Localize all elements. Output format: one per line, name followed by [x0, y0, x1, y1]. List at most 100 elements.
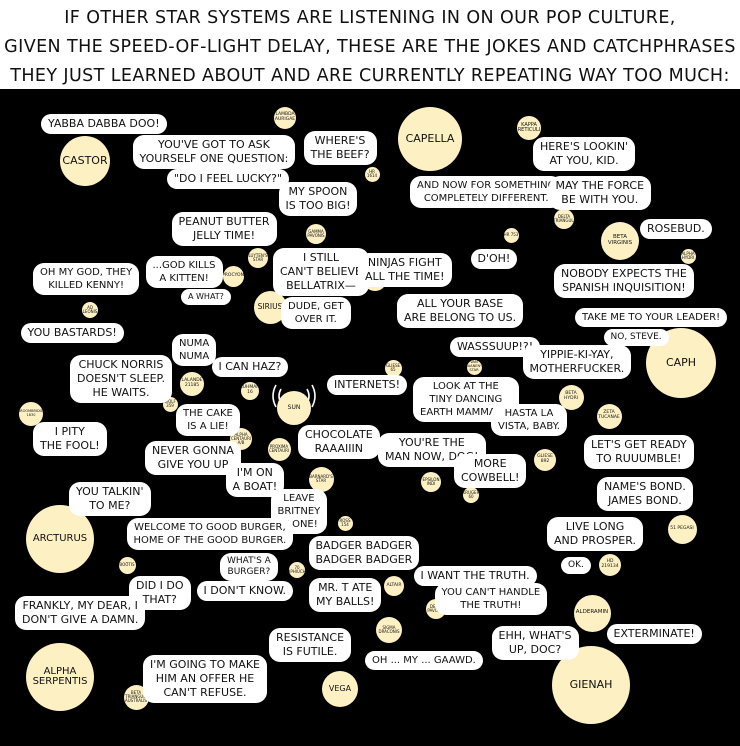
quote-line: yourself one question:: [139, 152, 289, 165]
quote-line: jelly time!: [193, 229, 256, 242]
quote-line: Ehh, what's: [498, 629, 572, 642]
quote-line: Where's: [314, 134, 366, 147]
quote-bubble-badger: Badger Badger Badger Badger: [308, 536, 420, 570]
quote-bubble-all-your-base: All your base are belong to us.: [397, 294, 524, 328]
quote-line: Britney: [277, 505, 321, 517]
quote-line: home of the Good Burger.: [133, 535, 287, 546]
quote-bubble-mr-t-balls: Mr. T ate my balls!: [309, 578, 382, 612]
quote-bubble-hasta-la-vista: Hasta la vista, baby.: [491, 404, 567, 436]
quote-line: Welcome to Good Burger,: [134, 522, 286, 533]
quote-bubble-chuck-norris: Chuck Norris doesn't sleep. He waits.: [70, 355, 172, 403]
quote-line: Bellatrix—: [286, 279, 356, 292]
quote-bubble-something-different: And now for something completely differen…: [410, 176, 563, 208]
quote-bubble-talkin-to-me: You talkin' to me?: [69, 482, 151, 516]
star-arcturus: Arcturus: [26, 505, 94, 573]
quote-line: You're the: [398, 436, 465, 449]
quote-line: Numa: [179, 351, 210, 362]
quote-line: "Do I feel lucky?": [174, 172, 283, 185]
star-ad-leonis: AD Leonis: [82, 302, 98, 318]
quote-line: You bastards!: [27, 326, 117, 339]
star-ross-154: Ross 154: [337, 515, 353, 531]
quote-bubble-wheres-beef: Where's the beef?: [303, 131, 377, 165]
quote-line: can't believe: [280, 265, 362, 278]
quote-bubble-kills-kitten: ...God kills a kitten!: [145, 256, 223, 288]
quote-line: All your base: [416, 297, 504, 310]
title-line-3: they just learned about and are currentl…: [10, 66, 730, 86]
star-51-pegasi: 51 Pegasi: [667, 514, 697, 544]
quote-line: D'oh!: [477, 252, 511, 265]
quote-line: Resistance: [276, 631, 345, 644]
quote-bubble-did-i-do-that: Did I do that?: [129, 576, 191, 610]
star-gliese-892: Gliese 892: [534, 449, 556, 471]
quote-bubble-rosebud: Rosebud.: [640, 219, 712, 239]
quote-line: give you up: [157, 458, 229, 471]
quote-line: Did I do: [136, 579, 184, 592]
star-hr-753: HR 753: [503, 227, 519, 243]
title-line-2: given the speed-of-light delay, these ar…: [4, 37, 736, 57]
quote-line: I want the truth.: [420, 569, 530, 582]
star-proxima-centauri: Proxima Centauri: [267, 437, 291, 461]
quote-line: up, doc?: [508, 643, 562, 656]
quote-line: I still: [303, 251, 339, 264]
quote-bubble-good-burger: Welcome to Good Burger, home of the Good …: [126, 518, 294, 550]
star-delta-trianguli: Delta Trianguli: [553, 209, 575, 229]
quote-bubble-peanut-butter: Peanut butter jelly time!: [171, 212, 277, 246]
star-alpha-serpentis: Alpha Serpentis: [26, 643, 94, 711]
quote-line: What's a: [227, 556, 271, 566]
quote-line: vista, baby.: [498, 421, 560, 432]
quote-line: Dude, get: [288, 301, 344, 312]
star-beta-virginis: Beta Virginis: [601, 222, 639, 260]
quote-bubble-yippie: Yippie-ki-yay, motherfucker.: [522, 345, 632, 379]
quote-line: No, Steve.: [610, 331, 662, 342]
quote-line: doesn't sleep.: [77, 372, 165, 385]
quote-line: Rosebud.: [647, 222, 705, 235]
title-line-1: If other star systems are listening in o…: [64, 8, 676, 28]
quote-bubble-on-a-boat: I'm on a boat!: [225, 463, 285, 497]
quote-bubble-offer: I'm going to make him an offer he can't re…: [143, 655, 267, 703]
quote-line: to ruuumble!: [596, 452, 682, 465]
quote-bubble-ninjas: Ninjas fight all the time!: [358, 253, 452, 287]
star-sun: Sun: [277, 391, 311, 425]
quote-bubble-frankly: Frankly, my dear, Idon't give a damn.: [15, 596, 146, 630]
quote-bubble-whats-a-burger: What's a burger?: [220, 553, 278, 581]
star-lambda-aurigae: Lambda Aurigae: [274, 107, 296, 129]
quote-line: Nobody expects the: [561, 267, 687, 280]
quote-bubble-may-force: May the force be with you.: [548, 176, 652, 210]
quote-line: And now for something: [417, 180, 556, 191]
quote-bubble-cant-handle-truth: You can't handle the truth!: [434, 583, 548, 615]
quote-line: Hasta la: [504, 408, 554, 419]
quote-line: Badger Badger: [315, 539, 413, 552]
quote-line: Name's Bond.: [604, 480, 686, 493]
star-70-ophiuchi: 70 Ophiuchi: [287, 562, 307, 578]
quote-line: Yabba dabba doo!: [48, 117, 160, 130]
quote-bubble-never-gonna: Never gonna give you up: [145, 441, 241, 475]
quote-line: Here's lookin': [540, 140, 629, 153]
quote-line: is a lie!: [187, 421, 229, 432]
star-luhman-16: Luhman 16: [240, 382, 260, 400]
quote-bubble-cake-lie: The cake is a lie!: [176, 404, 240, 436]
quote-line: completely different.: [423, 193, 549, 204]
quote-bubble-wasssuup: Wasssuup!?!: [450, 337, 541, 357]
quote-line: is too big!: [285, 199, 351, 212]
quote-line: I'm on: [236, 466, 273, 479]
quote-bubble-whats-up-doc: Ehh, what's up, doc?: [491, 626, 579, 660]
quote-line: Numa: [179, 338, 210, 349]
quote-line: the truth!: [460, 600, 522, 611]
star-van-maanen-star: Van Maanen's Star: [464, 359, 484, 375]
quote-line: He waits.: [92, 386, 150, 399]
quote-line: The cake: [183, 408, 233, 419]
quote-line: More: [473, 457, 507, 470]
quote-bubble-doh: D'oh!: [470, 249, 518, 269]
star-sigma-draconis: Sigma Draconis: [376, 617, 402, 643]
quote-line: Internets!: [334, 378, 401, 391]
quote-bubble-live-long: Live long and prosper.: [547, 517, 643, 551]
quote-line: that?: [142, 593, 177, 606]
quote-bubble-dude-get-over: Dude, get over it.: [281, 297, 351, 329]
quote-line: a boat!: [232, 480, 278, 493]
quote-bubble-oh-my-gawd: Oh ... my ... gaawd.: [365, 650, 483, 670]
star-castor: Castor: [60, 136, 110, 186]
star-luyten-star: Luyten's Star: [248, 248, 268, 268]
star-epsilon-indi: Epsilon Indi: [421, 472, 441, 492]
quote-bubble-i-still: I still can't believe Bellatrix—: [273, 248, 369, 296]
quote-line: Spanish Inquisition!: [562, 281, 686, 294]
